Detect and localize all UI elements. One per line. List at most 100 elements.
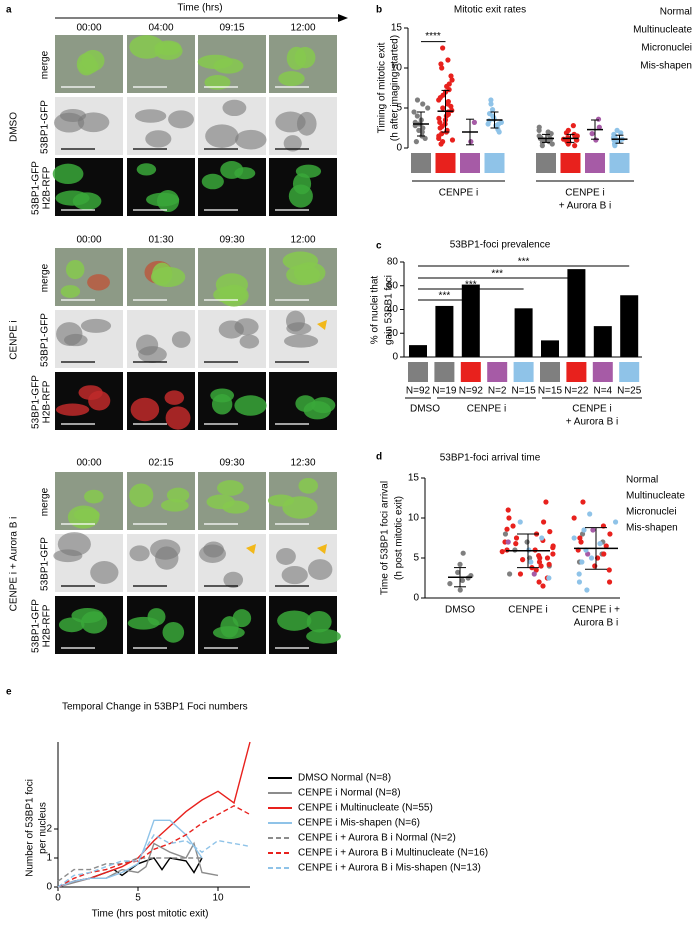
data-point bbox=[505, 539, 511, 545]
group-label: DMSO bbox=[9, 112, 20, 142]
data-point bbox=[437, 119, 443, 125]
significance-label: *** bbox=[439, 291, 451, 302]
data-point bbox=[438, 61, 444, 67]
x-tick-label: CENPE i + bbox=[572, 605, 620, 616]
nucleus bbox=[88, 390, 111, 411]
data-point bbox=[536, 579, 542, 585]
data-point bbox=[544, 555, 551, 561]
nucleus bbox=[288, 184, 313, 208]
y-tick-label: 10 bbox=[408, 513, 420, 524]
y-axis-label: (h post mitotic exit) bbox=[394, 496, 405, 580]
data-point bbox=[581, 527, 587, 533]
data-point bbox=[612, 519, 619, 525]
data-point bbox=[603, 543, 609, 549]
legend-entry: Mis-shapen bbox=[626, 523, 678, 534]
y-tick-label: 1 bbox=[46, 853, 52, 864]
legend-entry: CENPE i + Aurora B i Mis-shapen (N=13) bbox=[298, 863, 481, 874]
y-axis-label: per nucleus bbox=[38, 802, 49, 854]
data-point bbox=[579, 531, 586, 537]
data-point bbox=[526, 547, 532, 553]
time-label: 04:00 bbox=[148, 23, 173, 34]
data-point bbox=[584, 587, 590, 593]
nucleus bbox=[73, 508, 100, 522]
x-tick-label: N=2 bbox=[488, 386, 507, 397]
nucleus bbox=[212, 626, 245, 640]
stain-label: H2B-RFP bbox=[42, 380, 53, 423]
group-label: + Aurora B i bbox=[559, 201, 612, 212]
category-swatch bbox=[435, 153, 456, 173]
nucleus bbox=[84, 489, 104, 504]
legend-entry: CENPE i Multinucleate (N=55) bbox=[298, 803, 433, 814]
y-axis-label: % of nuclei that bbox=[370, 276, 381, 345]
time-label: 09:30 bbox=[219, 235, 244, 246]
legend-entry: CENPE i + Aurora B i Multinucleate (N=16… bbox=[298, 848, 488, 859]
nucleus bbox=[165, 406, 191, 430]
time-label: 12:00 bbox=[290, 23, 315, 34]
data-point bbox=[520, 557, 526, 563]
nucleus bbox=[147, 608, 166, 626]
nucleus bbox=[213, 58, 244, 74]
nucleus bbox=[298, 477, 319, 494]
nucleus bbox=[81, 49, 105, 72]
data-point bbox=[425, 105, 431, 111]
panel-label: e bbox=[6, 687, 12, 698]
data-point bbox=[504, 526, 510, 532]
nucleus bbox=[205, 124, 239, 148]
micrograph bbox=[55, 248, 123, 306]
row-label: merge bbox=[40, 487, 51, 516]
data-point bbox=[536, 124, 542, 130]
nucleus bbox=[145, 130, 172, 148]
y-tick-label: 15 bbox=[391, 23, 403, 34]
data-point bbox=[571, 535, 577, 541]
nucleus bbox=[211, 393, 233, 415]
nucleus bbox=[204, 75, 231, 90]
stain-label: H2B-RFP bbox=[42, 604, 53, 647]
nucleus bbox=[53, 112, 85, 133]
stain-label: 53BP1-GFP bbox=[31, 599, 42, 653]
nucleus bbox=[65, 259, 85, 280]
data-point bbox=[546, 561, 552, 568]
data-point bbox=[565, 127, 571, 133]
panel-label: d bbox=[376, 452, 382, 463]
group-label: + Aurora B i bbox=[566, 417, 619, 428]
panel-label: a bbox=[6, 5, 12, 16]
nucleus bbox=[281, 565, 308, 585]
data-point bbox=[524, 539, 530, 545]
data-point bbox=[460, 550, 466, 556]
data-point bbox=[595, 116, 602, 122]
data-point bbox=[577, 535, 583, 541]
data-point bbox=[545, 129, 551, 135]
time-label: 02:15 bbox=[148, 458, 173, 469]
y-tick-label: 5 bbox=[396, 103, 402, 114]
group-label: CENPE i bbox=[467, 404, 506, 415]
bar bbox=[461, 284, 480, 357]
data-point bbox=[447, 581, 453, 587]
group-label: CENPE i bbox=[572, 404, 611, 415]
series-line bbox=[57, 741, 251, 888]
y-tick-label: 20 bbox=[387, 328, 399, 339]
x-tick-label: CENPE i bbox=[508, 605, 547, 616]
data-point bbox=[590, 527, 596, 533]
y-tick-label: 15 bbox=[408, 473, 420, 484]
data-point bbox=[588, 555, 595, 561]
nucleus bbox=[160, 499, 189, 512]
data-point bbox=[455, 569, 461, 576]
bar bbox=[593, 326, 612, 357]
nucleus bbox=[130, 397, 160, 422]
data-point bbox=[489, 107, 496, 113]
nucleus bbox=[52, 163, 84, 185]
legend-entry: Multinucleate bbox=[626, 491, 685, 502]
series-line bbox=[57, 857, 202, 882]
nucleus bbox=[53, 549, 83, 563]
data-point bbox=[540, 519, 547, 525]
nucleus bbox=[55, 190, 90, 206]
data-point bbox=[440, 139, 446, 145]
data-point bbox=[606, 579, 613, 585]
x-tick-label: 10 bbox=[212, 893, 224, 904]
data-point bbox=[513, 535, 520, 541]
data-point bbox=[546, 575, 552, 581]
data-point bbox=[486, 118, 492, 124]
nucleus bbox=[306, 628, 341, 644]
nucleus bbox=[90, 561, 119, 585]
